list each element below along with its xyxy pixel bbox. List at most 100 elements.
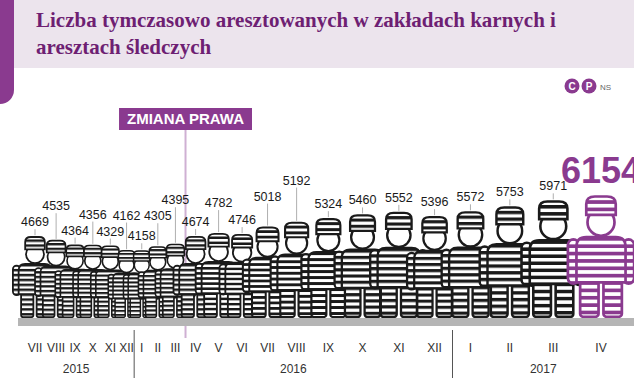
- leg: [417, 286, 432, 317]
- label-connector: [553, 193, 554, 199]
- x-tick-label: IX: [323, 341, 334, 355]
- cap: [458, 212, 484, 228]
- leg: [204, 292, 217, 317]
- data-label: 4395: [162, 193, 190, 207]
- x-tick-label: XI: [105, 341, 116, 355]
- group-separator: [134, 330, 135, 378]
- data-label: 6154: [561, 150, 634, 191]
- label-connector: [267, 204, 268, 226]
- data-label: 4158: [128, 229, 156, 243]
- data-label: 4162: [113, 209, 141, 223]
- label-connector: [470, 204, 471, 210]
- x-tick-label: III: [548, 341, 558, 355]
- torso: [576, 237, 625, 282]
- label-connector: [35, 229, 36, 235]
- cap: [496, 207, 523, 224]
- cap: [186, 237, 206, 249]
- leg: [452, 285, 468, 317]
- leg: [330, 287, 345, 317]
- x-tick-label: VIII: [47, 341, 65, 355]
- x-tick-label: VII: [260, 341, 275, 355]
- leg: [491, 283, 508, 316]
- leg: [182, 293, 194, 318]
- label-connector: [218, 210, 219, 232]
- cap: [47, 241, 66, 253]
- leg: [512, 283, 529, 316]
- leg: [556, 282, 574, 317]
- x-tick-label: V: [215, 341, 223, 355]
- group-separator: [452, 330, 453, 378]
- x-tick-label: I: [469, 341, 472, 355]
- credit: CP NS: [565, 79, 612, 94]
- x-tick-label: VIII: [288, 341, 306, 355]
- leg: [580, 280, 598, 317]
- leg: [163, 295, 174, 317]
- label-connector: [242, 227, 243, 233]
- x-axis: VIIVIIIIXXXIXIIIIIIIIIVVVIVIIVIIIIXXXIXI…: [28, 330, 607, 378]
- leg: [381, 285, 397, 317]
- x-tick-label: II: [154, 341, 161, 355]
- chart: ZMIANA PRAWA4669453543644356432941624158…: [0, 0, 634, 380]
- label-connector: [328, 211, 329, 217]
- annotation-text: ZMIANA PRAWA: [127, 110, 244, 127]
- data-label: 4305: [144, 209, 172, 223]
- leg: [80, 295, 91, 317]
- ground: [18, 318, 634, 326]
- leg: [130, 297, 140, 317]
- cap: [84, 246, 102, 257]
- leg: [280, 288, 294, 317]
- leg: [437, 286, 452, 317]
- data-label: 5324: [314, 197, 342, 211]
- x-tick-label: III: [170, 341, 180, 355]
- label-connector: [157, 223, 158, 245]
- data-label: 4669: [21, 215, 49, 229]
- title: Liczba tymczasowo aresztowanych w zakład…: [36, 7, 556, 61]
- label-connector: [434, 209, 435, 215]
- leg: [533, 282, 551, 317]
- x-tick-label: IV: [595, 341, 606, 355]
- plot-area: [13, 197, 634, 318]
- cap: [66, 245, 84, 256]
- group-label: 2015: [63, 362, 90, 376]
- label-connector: [362, 207, 363, 213]
- group-label: 2017: [530, 362, 557, 376]
- data-label: 5460: [349, 193, 377, 207]
- cap: [316, 219, 340, 234]
- label-connector: [296, 188, 297, 221]
- data-label: 4782: [205, 196, 233, 210]
- cap: [539, 202, 567, 220]
- credit-mark: C: [568, 81, 575, 92]
- x-tick-label: IV: [190, 341, 201, 355]
- x-tick-label: XI: [393, 341, 404, 355]
- label-connector: [175, 207, 176, 243]
- leg: [311, 287, 326, 317]
- leg: [252, 290, 266, 317]
- data-label: 5753: [496, 185, 524, 199]
- cap: [25, 237, 45, 249]
- leg: [115, 297, 125, 317]
- credit-text: NS: [600, 83, 611, 92]
- leg: [21, 293, 33, 318]
- leg: [43, 294, 55, 317]
- x-tick-label: II: [507, 341, 514, 355]
- data-label: 4674: [182, 215, 210, 229]
- data-label: 5396: [421, 195, 449, 209]
- data-label: 5018: [254, 190, 282, 204]
- credit-mark: P: [586, 81, 593, 92]
- label-connector: [195, 229, 196, 235]
- leg: [146, 296, 157, 318]
- cap: [586, 197, 615, 215]
- cap: [149, 247, 166, 258]
- label-connector: [509, 199, 510, 205]
- data-label: 4356: [79, 208, 107, 222]
- cap: [208, 234, 228, 247]
- leg: [345, 286, 361, 317]
- label-connector: [110, 239, 111, 245]
- label-connector: [75, 238, 76, 244]
- annotation-box: [119, 108, 252, 130]
- label-connector: [92, 222, 93, 244]
- credit-badge: [582, 79, 597, 94]
- leg: [63, 295, 74, 317]
- cap: [257, 227, 279, 241]
- title-band-edge: [0, 0, 14, 104]
